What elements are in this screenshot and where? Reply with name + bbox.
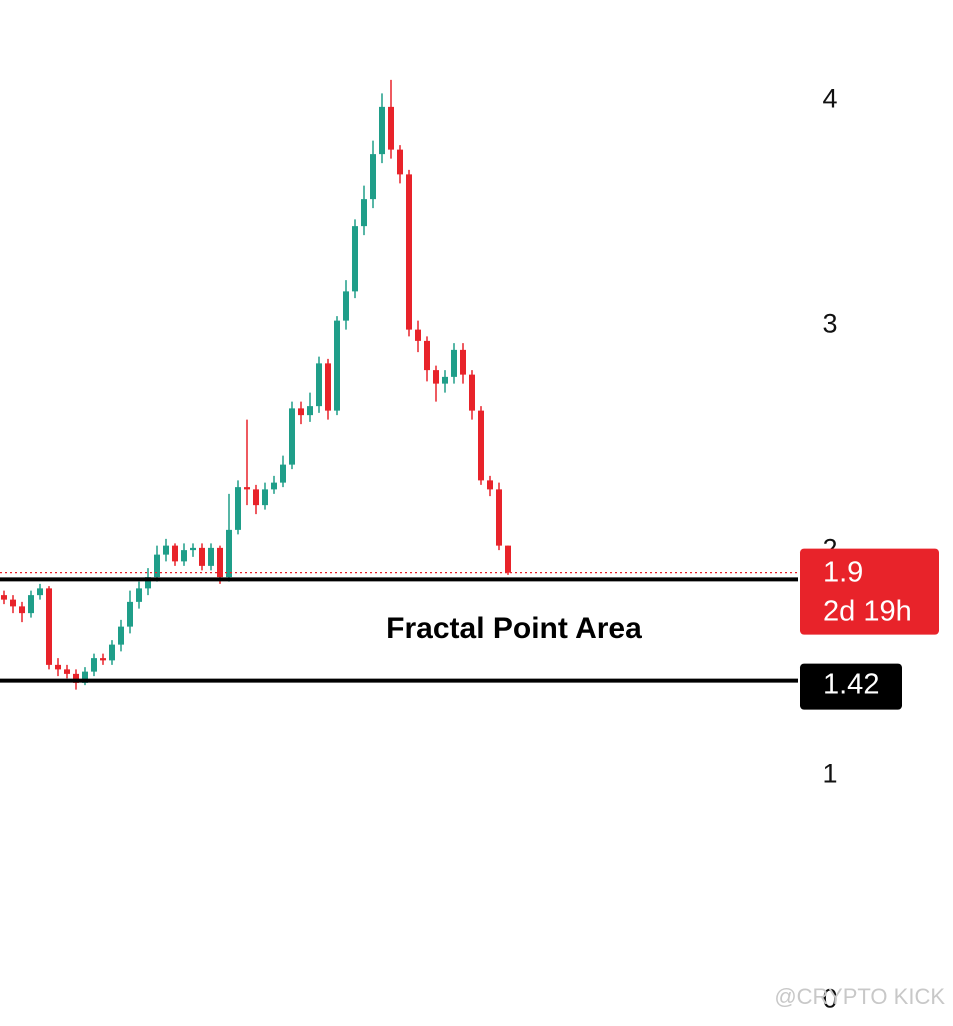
candle-body <box>28 595 34 614</box>
candle-body <box>307 406 313 416</box>
candle-body <box>19 606 25 614</box>
candle-body <box>316 363 322 407</box>
candle-body <box>217 547 223 578</box>
candle-body <box>55 664 61 670</box>
price-label: 1.9 <box>823 556 863 588</box>
candle-body <box>154 554 160 578</box>
candle-body <box>289 408 295 465</box>
candle-body <box>433 370 439 384</box>
y-tick-label: 0 <box>822 983 837 1013</box>
candle-body <box>352 226 358 292</box>
level-label: 1.42 <box>823 668 879 700</box>
candle-body <box>199 547 205 566</box>
candle-body <box>190 547 196 551</box>
candle-body <box>64 669 70 674</box>
candle-body <box>496 489 502 546</box>
candle-body <box>397 149 403 175</box>
y-tick-label: 3 <box>822 308 837 338</box>
level-label-box <box>800 663 902 710</box>
candle-body <box>145 577 151 589</box>
candle-body <box>208 547 214 566</box>
candle-body <box>298 408 304 416</box>
candle-body <box>82 671 88 683</box>
candle-body <box>91 658 97 672</box>
watermark: @CRYPTO KICK <box>774 984 945 1009</box>
price-label-box <box>800 548 939 635</box>
candle-body <box>343 291 349 321</box>
candle-body <box>442 376 448 384</box>
candle-body <box>73 673 79 683</box>
candle-body <box>487 480 493 490</box>
candle-body <box>415 329 421 341</box>
candle-body <box>406 174 412 330</box>
candle-body <box>424 340 430 371</box>
candle-body <box>478 410 484 481</box>
y-tick-label: 1 <box>822 758 837 788</box>
candle-body <box>505 545 511 573</box>
candle-body <box>10 599 16 607</box>
candle-body <box>271 482 277 490</box>
candle-body <box>334 320 340 411</box>
candle-body <box>46 588 52 665</box>
candle-body <box>469 374 475 411</box>
candle-body <box>325 363 331 411</box>
candle-body <box>280 464 286 483</box>
candle-body <box>109 644 115 661</box>
candle-body <box>451 349 457 377</box>
candle-body <box>460 349 466 375</box>
candle-body <box>1 595 7 600</box>
candle-body <box>100 658 106 661</box>
candle-body <box>253 489 259 506</box>
annotation: Fractal Point Area <box>386 612 642 645</box>
candle-body <box>163 545 169 555</box>
candle-body <box>235 487 241 530</box>
candle-body <box>226 529 232 578</box>
candle-body <box>127 601 133 627</box>
candle-body <box>181 550 187 562</box>
candle-body <box>379 106 385 155</box>
candle-body <box>172 545 178 562</box>
candle-body <box>388 106 394 150</box>
candle-body <box>244 487 250 490</box>
countdown-label: 2d 19h <box>823 595 912 627</box>
candle-body <box>118 626 124 645</box>
candle-body <box>136 588 142 602</box>
candle-body <box>37 588 43 596</box>
candle-body <box>262 489 268 506</box>
y-tick-label: 4 <box>822 83 837 113</box>
candle-body <box>370 154 376 200</box>
candle-body <box>361 199 367 227</box>
